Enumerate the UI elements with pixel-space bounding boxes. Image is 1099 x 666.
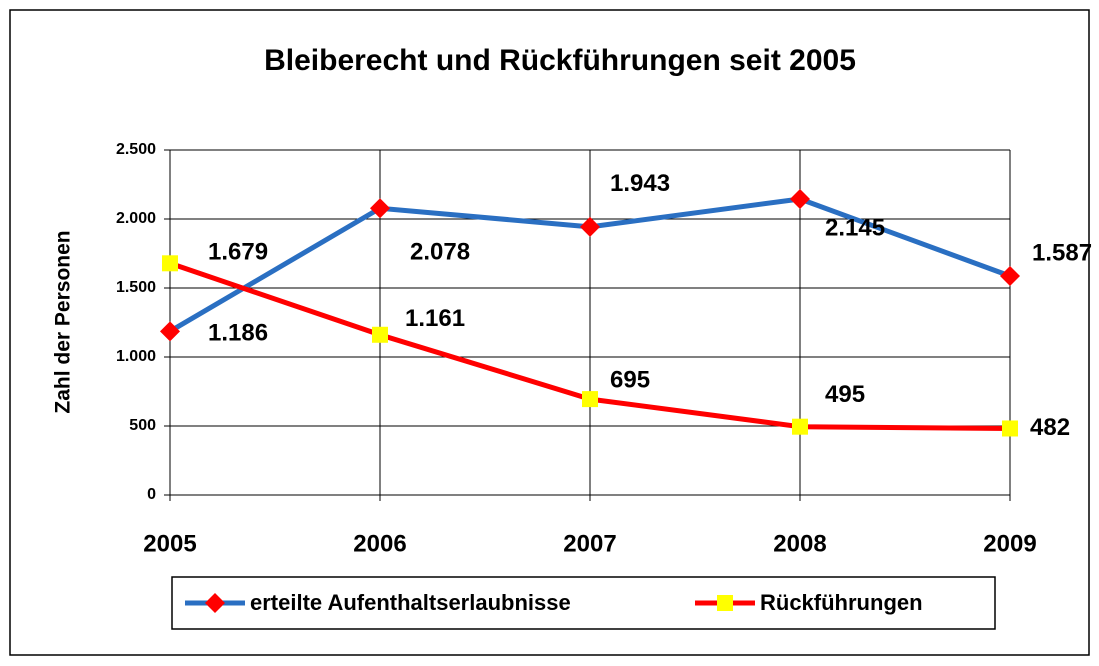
data-label: 1.943 [610, 170, 670, 197]
data-label: 482 [1030, 414, 1070, 441]
marker [582, 391, 598, 408]
chart-title: Bleiberecht und Rückführungen seit 2005 [264, 44, 856, 77]
y-axis-label: Zahl der Personen [52, 230, 75, 413]
marker [792, 418, 808, 435]
y-tick-label: 0 [147, 486, 156, 503]
marker [162, 255, 178, 272]
x-tick-label: 2008 [773, 530, 826, 557]
marker [160, 321, 180, 342]
marker [790, 188, 810, 209]
data-label: 695 [610, 366, 650, 393]
data-label: 495 [825, 381, 865, 408]
marker [372, 326, 388, 343]
marker [580, 216, 600, 237]
y-tick-label: 500 [129, 417, 156, 434]
marker [1002, 420, 1018, 437]
data-label: 1.186 [208, 320, 268, 347]
chart-frame [9, 9, 1090, 656]
data-label: 2.145 [825, 214, 885, 241]
data-label: 1.679 [208, 239, 268, 266]
y-tick-label: 1.000 [116, 348, 156, 365]
marker [370, 198, 390, 219]
x-tick-label: 2006 [353, 530, 406, 557]
y-tick-label: 1.500 [116, 279, 156, 296]
data-label: 1.587 [1032, 239, 1092, 266]
legend-label: Rückführungen [760, 590, 923, 615]
x-tick-label: 2009 [983, 530, 1036, 557]
marker [717, 595, 733, 611]
marker [205, 593, 225, 613]
x-tick-label: 2005 [143, 530, 196, 557]
y-tick-label: 2.000 [116, 210, 156, 227]
data-label: 1.161 [405, 305, 465, 332]
legend-label: erteilte Aufenthaltserlaubnisse [250, 590, 571, 615]
data-label: 2.078 [410, 239, 470, 266]
y-tick-label: 2.500 [116, 141, 156, 158]
x-tick-label: 2007 [563, 530, 616, 557]
marker [1000, 265, 1020, 286]
legend-box [171, 576, 996, 630]
